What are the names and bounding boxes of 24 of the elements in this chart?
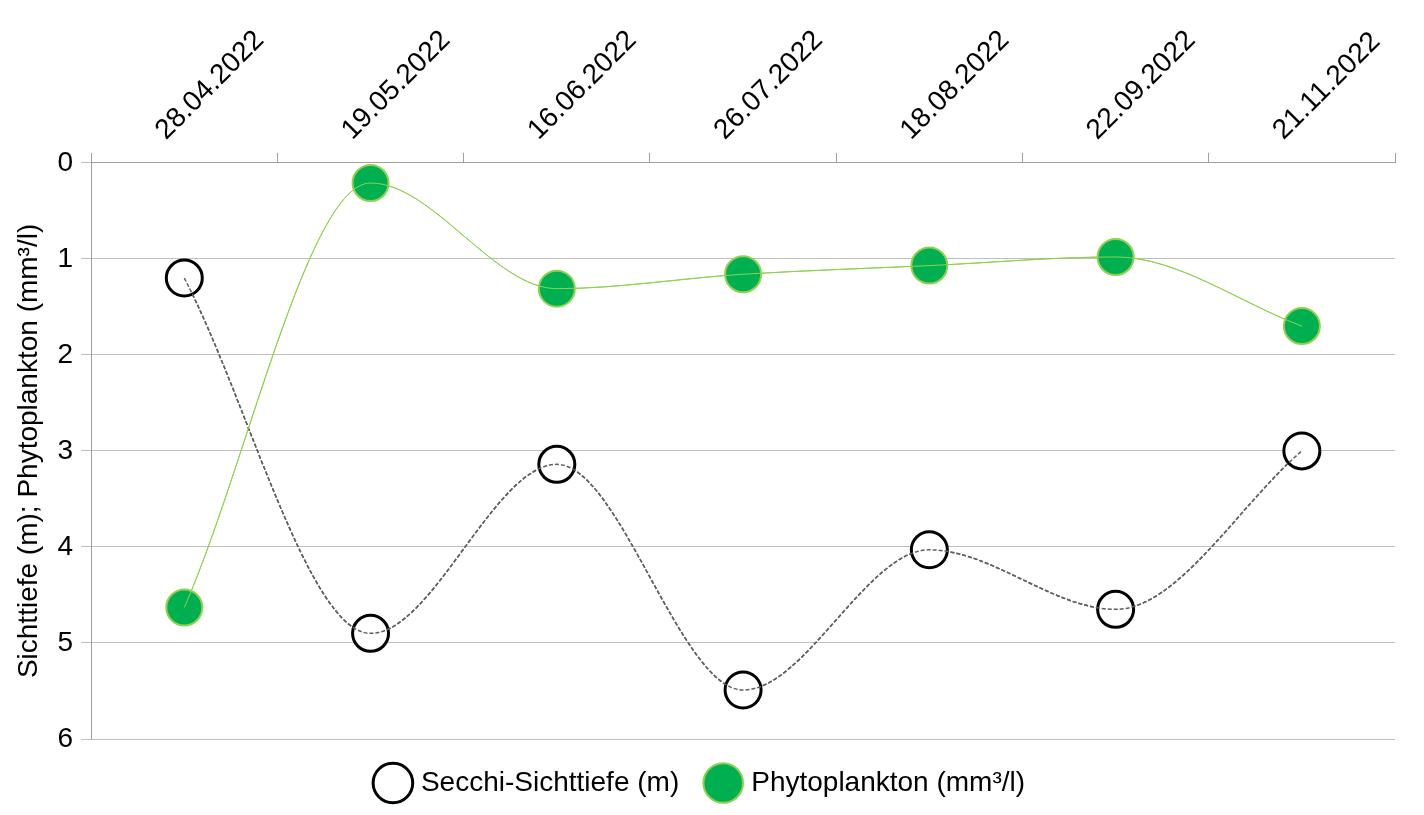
point [537,269,576,308]
y-tick-label: 3 [57,433,74,465]
legend-label: Phytoplankton (mm³/l) [751,765,1026,797]
y-tick-label: 4 [57,529,74,561]
point [351,613,391,653]
point [1282,307,1321,346]
point [351,164,390,203]
y-tick-label: 0 [57,145,74,177]
point [537,444,577,484]
point [1096,589,1136,629]
y-tick-label: 5 [57,625,74,657]
point [910,246,949,285]
y-tick-label: 1 [57,241,74,273]
y-axis-title: Sichttiefe (m); Phytoplankton (mm³/l) [11,223,43,679]
point [909,530,949,570]
point [1282,431,1322,471]
legend-label: Secchi-Sichttiefe (m) [420,765,680,797]
y-tick-label: 6 [57,721,74,753]
point [724,255,763,294]
point [1096,237,1135,276]
point [164,258,204,298]
point [165,588,204,627]
point [723,670,763,710]
y-tick-label: 2 [57,337,74,369]
